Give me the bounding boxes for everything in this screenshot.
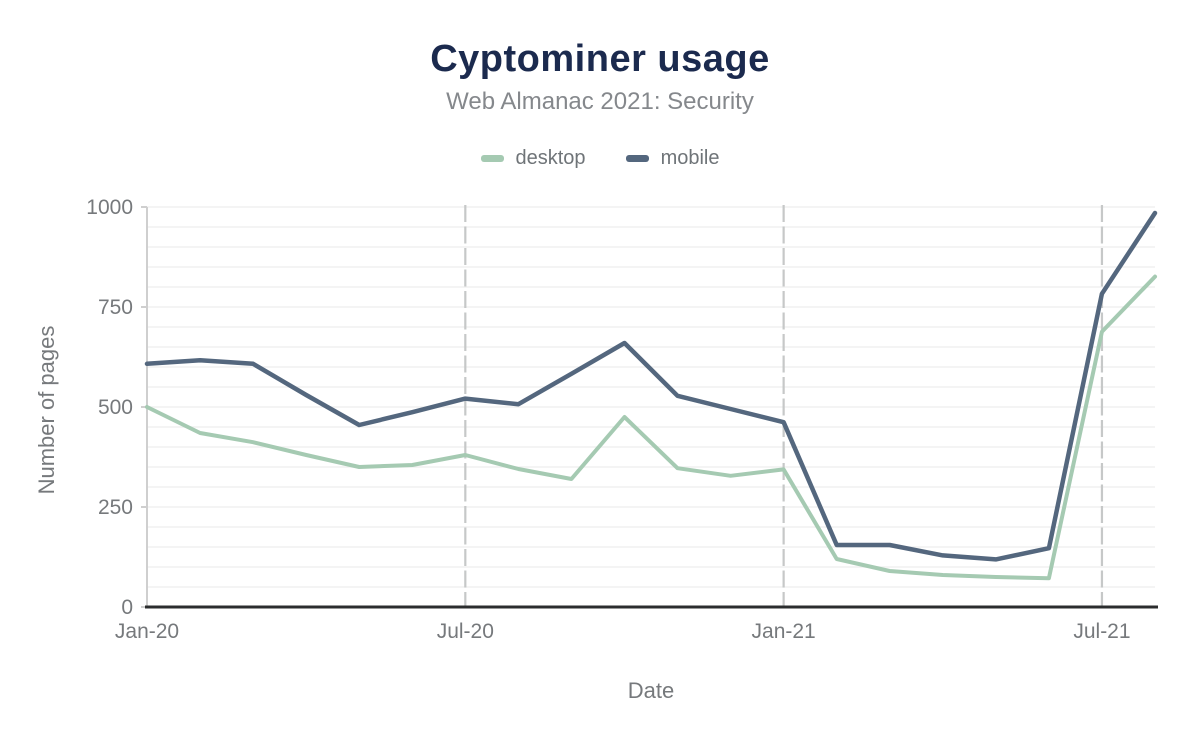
y-tick-label: 1000 <box>86 196 133 219</box>
y-tick-label: 0 <box>121 596 133 619</box>
y-tick-label: 750 <box>98 296 133 319</box>
desktop-series-swatch-icon <box>480 154 504 162</box>
y-axis-title: Number of pages <box>34 325 59 495</box>
mobile-series-swatch-icon <box>625 154 649 162</box>
x-tick-label: Jan-20 <box>115 620 179 643</box>
x-tick-label: Jul-20 <box>437 620 494 643</box>
x-tick-label: Jul-21 <box>1073 620 1130 643</box>
mobile-series-line <box>144 210 1158 562</box>
chart-title: Cyptominer usage <box>430 38 770 80</box>
legend-label-mobile: mobile <box>660 146 720 169</box>
y-tick-label: 500 <box>98 396 133 419</box>
y-tick-label: 250 <box>98 496 133 519</box>
chart-subtitle: Web Almanac 2021: Security <box>446 88 754 115</box>
desktop-series-line <box>145 274 1157 581</box>
x-axis-title: Date <box>627 678 675 703</box>
legend-item-desktop[interactable]: desktop <box>480 146 586 170</box>
x-tick-label: Jan-21 <box>752 620 816 643</box>
legend-label-desktop: desktop <box>515 146 586 169</box>
chart-legend: desktop mobile <box>0 146 1200 170</box>
legend-item-mobile[interactable]: mobile <box>625 146 720 170</box>
